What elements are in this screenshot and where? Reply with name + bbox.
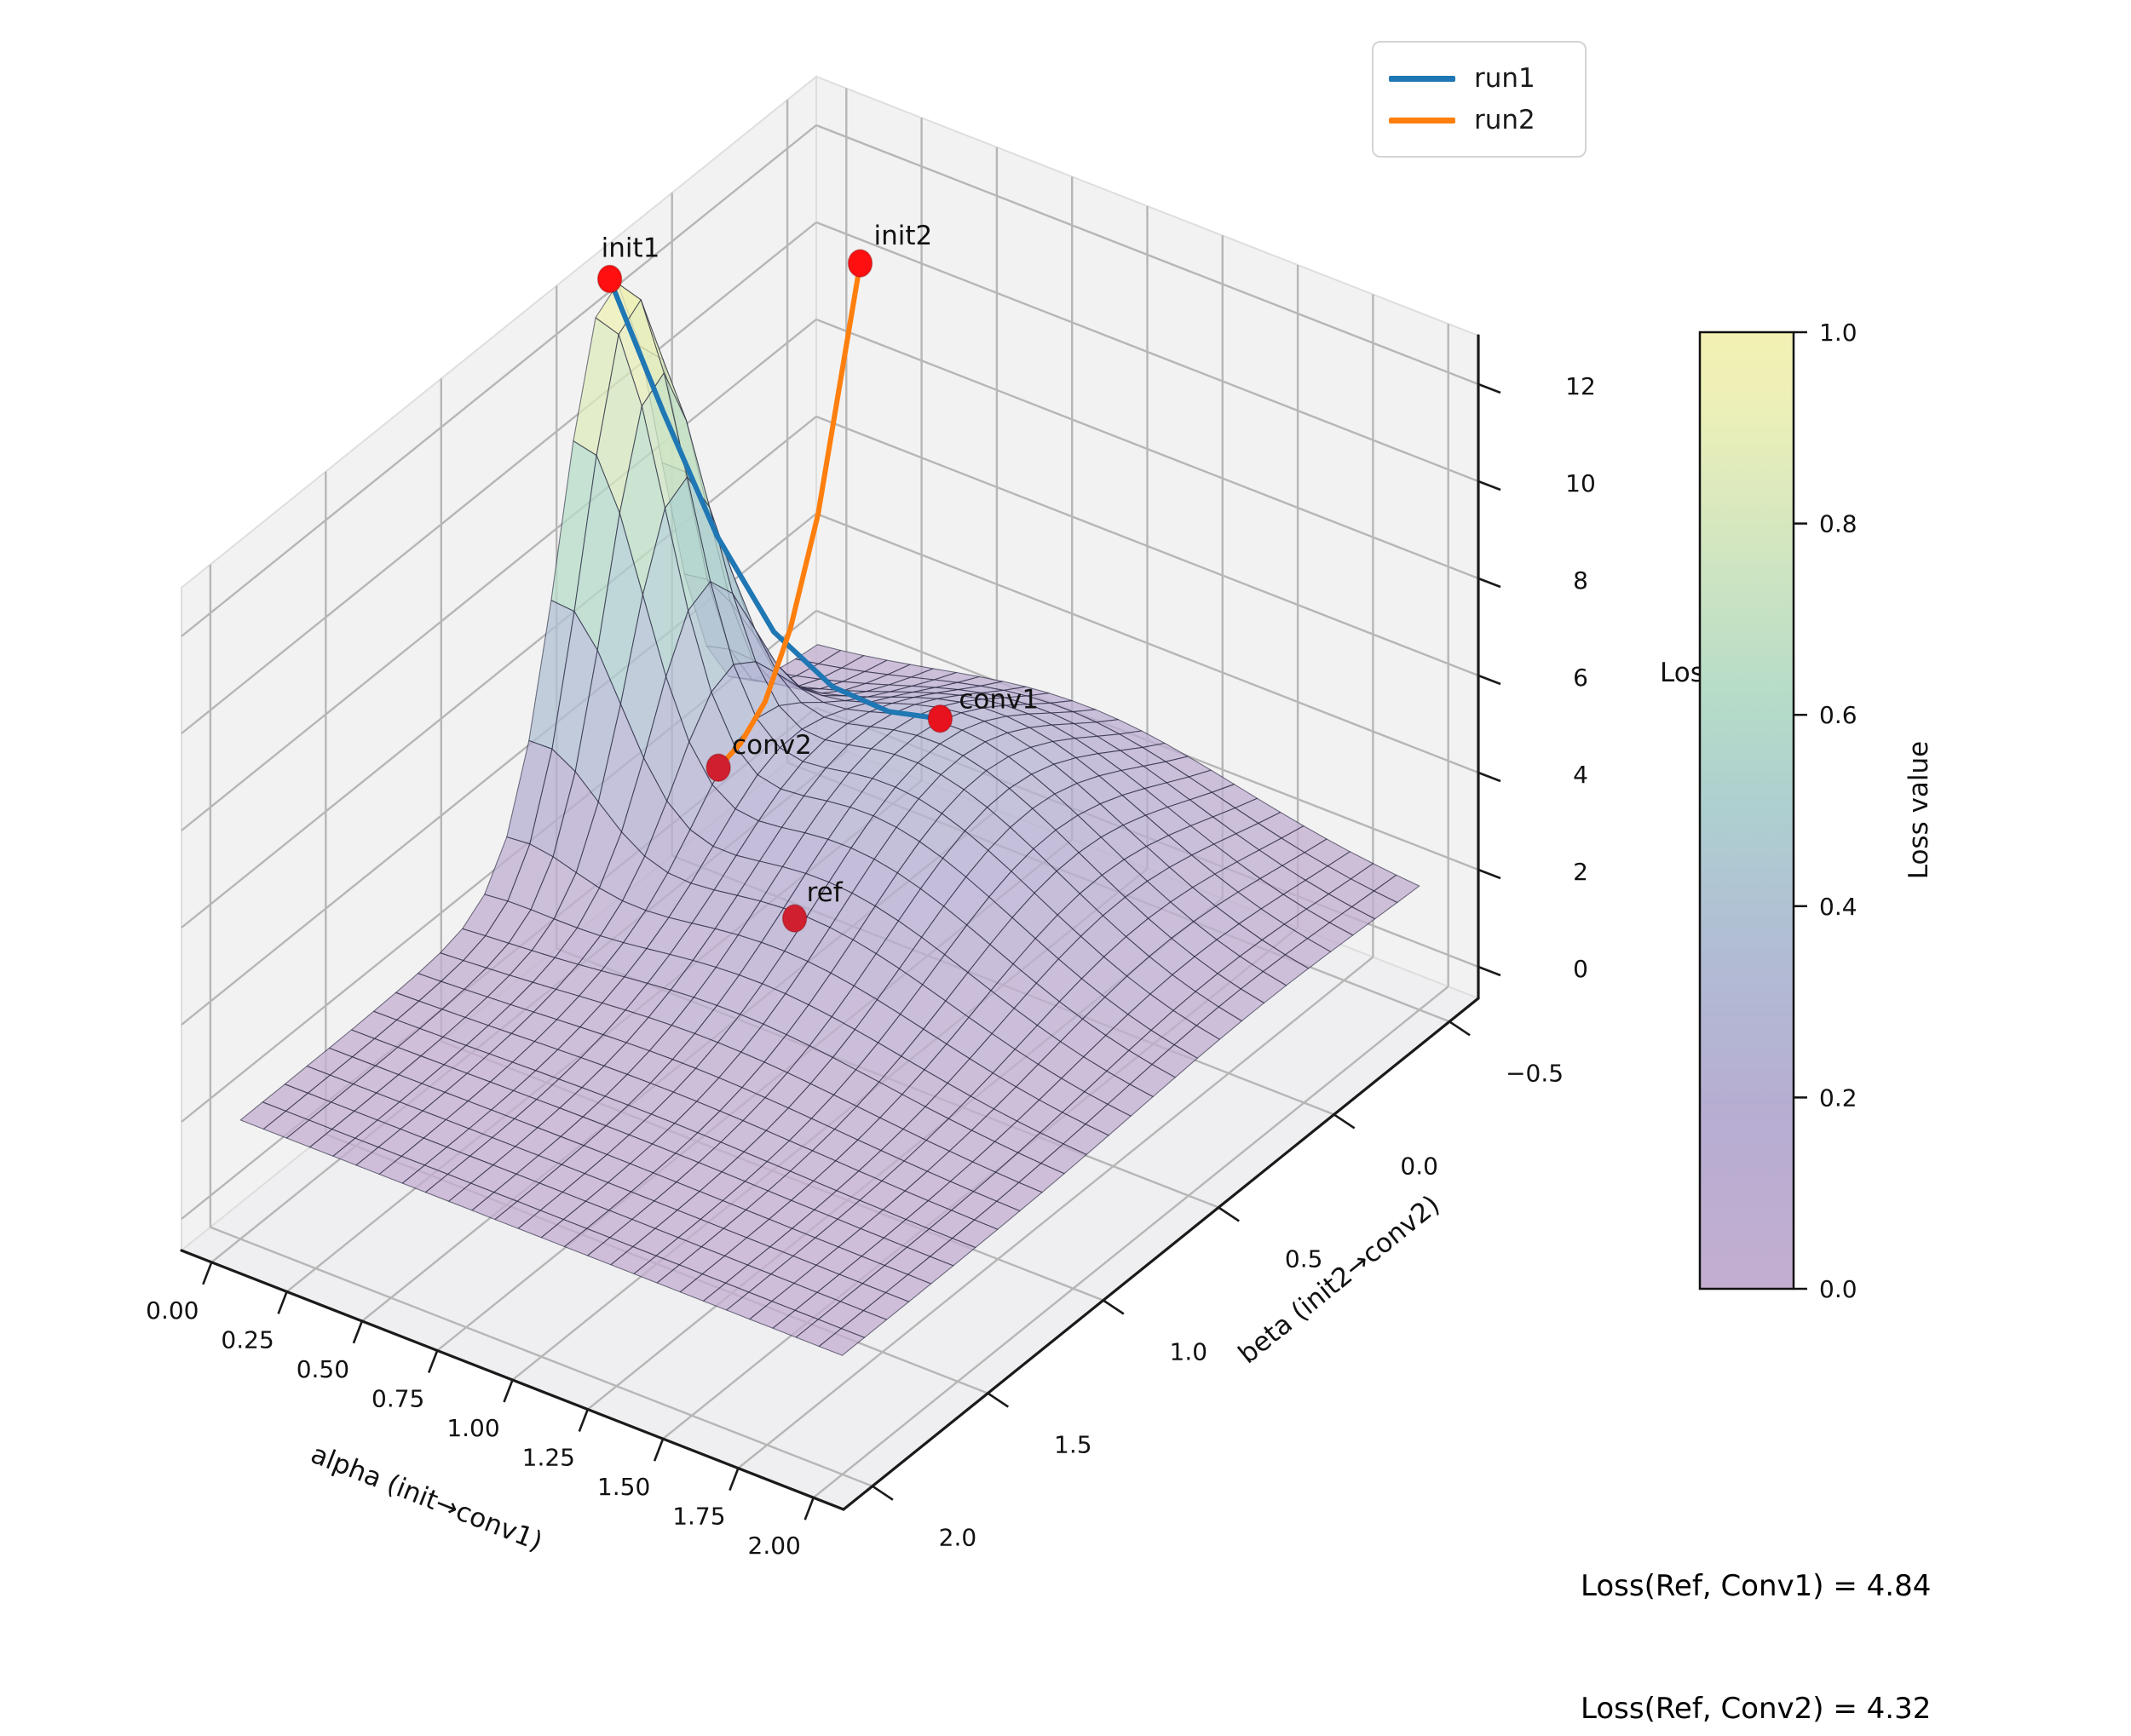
y-axis-label: beta (init2→conv2) (1233, 1189, 1446, 1370)
y-tick-label: −0.5 (1506, 1059, 1564, 1087)
marker-label-init2: init2 (874, 221, 933, 251)
y-tick-mark (872, 1485, 894, 1501)
y-tick-mark (987, 1392, 1010, 1408)
marker-init1 (596, 264, 623, 294)
legend-label-run1: run1 (1474, 62, 1535, 94)
x-tick-label: 0.25 (221, 1325, 274, 1354)
floor-grid-x (812, 986, 1449, 1499)
x-tick-mark (277, 1291, 288, 1314)
colorbar-gradient-bar (1698, 331, 1795, 1291)
z-tick-mark (1477, 480, 1501, 491)
y-tick-mark (1333, 1113, 1356, 1130)
z-tick-label: 10 (1565, 469, 1596, 497)
z-tick-mark (1477, 382, 1501, 394)
z-tick-mark (1477, 771, 1501, 783)
marker-conv1 (927, 704, 953, 733)
x-tick-mark (729, 1468, 740, 1492)
leftwall-grid-z (181, 221, 817, 734)
y-tick-mark (1449, 1020, 1471, 1037)
x-tick-label: 1.00 (446, 1414, 499, 1442)
y-axis-spine (842, 997, 1480, 1511)
z-tick-mark (1477, 868, 1501, 880)
marker-init2 (847, 249, 873, 278)
x-tick-label: 1.25 (522, 1444, 575, 1472)
x-tick-mark (427, 1350, 439, 1373)
point-markers (596, 249, 953, 933)
z-tick-label: 0 (1573, 955, 1588, 983)
trajectory-lines (607, 261, 943, 771)
floor-grid-x (737, 956, 1374, 1469)
backwall-grid-z (815, 318, 1479, 580)
colorbar-tick-label: 0.8 (1819, 510, 1857, 538)
backwall-grid-z (815, 221, 1479, 483)
floor-grid-y (210, 1226, 873, 1487)
marker-label-init1: init1 (602, 233, 660, 264)
marker-label-conv2: conv2 (732, 730, 812, 761)
colorbar-tick-label: 1.0 (1819, 319, 1857, 347)
point-labels: init1 init2 conv1 conv2 ref (602, 221, 1040, 908)
colorbar-tick-label: 0.0 (1819, 1275, 1857, 1303)
legend-item-run2: run2 (1389, 104, 1569, 135)
stat-line: Loss(Ref, Conv1) = 4.84 (1581, 1569, 1932, 1603)
x-tick-label: 1.75 (672, 1503, 725, 1531)
surface-quad (818, 1328, 866, 1356)
z-tick-mark (1477, 674, 1501, 686)
y-tick-label: 0.0 (1400, 1152, 1438, 1180)
x-tick-label: 0.75 (371, 1385, 424, 1413)
stats-text-block: Loss(Ref, Conv1) = 4.84 Loss(Ref, Conv2)… (1581, 1484, 1984, 1736)
marker-conv2 (706, 753, 731, 782)
legend-label-run2: run2 (1474, 104, 1535, 135)
stat-line: Loss(Ref, Conv2) = 4.32 (1581, 1692, 1932, 1726)
marker-label-conv1: conv1 (959, 685, 1039, 716)
backwall-grid-z (815, 124, 1479, 386)
x-tick-mark (352, 1320, 364, 1344)
trajectory-run2 (716, 261, 863, 771)
run2-line-swatch (1389, 117, 1455, 124)
trajectory-run1 (607, 276, 943, 721)
colorbar-ticks: 0.0 0.2 0.4 0.6 0.8 1.0 (1794, 319, 1857, 1303)
x-tick-mark (578, 1409, 590, 1432)
run1-line-swatch (1389, 75, 1455, 82)
colorbar-tick-label: 0.6 (1819, 701, 1857, 729)
axes-ticks: 0.000.250.500.751.001.251.501.752.00−0.5… (146, 372, 1596, 1560)
y-tick-mark (1103, 1299, 1125, 1315)
backwall-grid-z (815, 415, 1479, 677)
colorbar-tick-label: 0.2 (1819, 1084, 1857, 1112)
x-tick-label: 1.50 (597, 1473, 650, 1501)
z-tick-mark (1477, 577, 1501, 589)
y-tick-label: 1.5 (1054, 1431, 1092, 1459)
loss-surface-mesh (239, 283, 1420, 1356)
y-tick-label: 0.5 (1285, 1245, 1323, 1273)
x-axis-label: alpha (init→conv1) (307, 1439, 547, 1557)
marker-label-ref: ref (807, 877, 844, 908)
z-tick-mark (1477, 965, 1501, 977)
leftwall-grid-z (181, 319, 817, 831)
z-tick-label: 12 (1565, 372, 1596, 400)
y-tick-label: 1.0 (1170, 1338, 1208, 1366)
x-tick-mark (653, 1438, 665, 1462)
legend: run1 run2 (1372, 41, 1587, 158)
colorbar-tick-label: 0.4 (1819, 893, 1857, 921)
y-tick-mark (1218, 1206, 1240, 1222)
z-tick-label: 4 (1573, 761, 1588, 789)
z-tick-label: 2 (1573, 858, 1588, 886)
x-tick-mark (503, 1379, 514, 1403)
leftwall-grid-z (181, 124, 817, 637)
x-tick-mark (803, 1497, 815, 1520)
marker-ref (781, 904, 808, 933)
backwall-grid-z (815, 512, 1479, 774)
x-tick-mark (202, 1262, 213, 1285)
y-tick-label: 2.0 (939, 1524, 977, 1552)
z-tick-label: 6 (1573, 664, 1588, 692)
legend-item-run1: run1 (1389, 62, 1569, 94)
x-tick-label: 0.00 (146, 1296, 199, 1325)
x-tick-label: 0.50 (297, 1355, 349, 1383)
z-tick-label: 8 (1573, 566, 1588, 595)
leftwall-grid-z (181, 416, 817, 928)
colorbar-label: Loss value (1904, 741, 1934, 880)
x-tick-label: 2.00 (748, 1532, 801, 1560)
colorbar: 0.0 0.2 0.4 0.6 0.8 1.0 Loss value (1698, 319, 1934, 1303)
